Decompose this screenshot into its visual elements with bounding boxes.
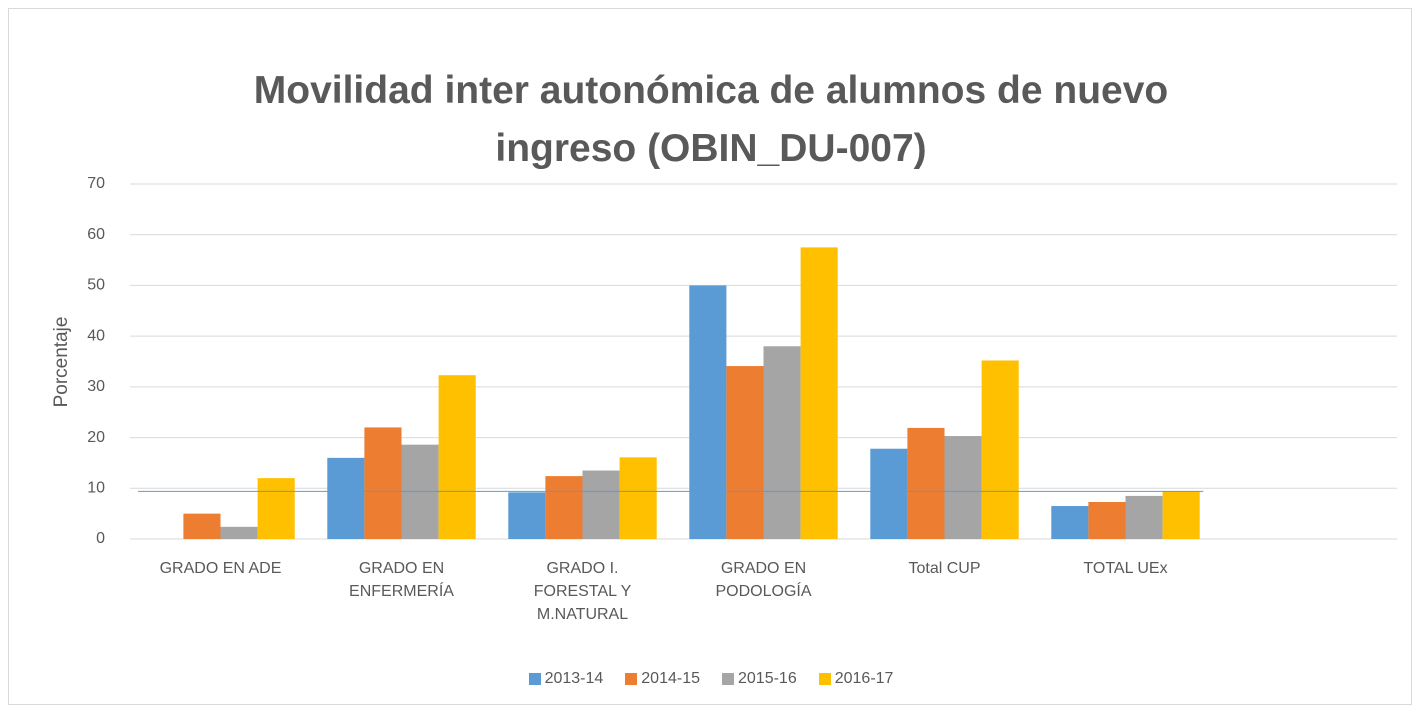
- legend-item: 2015-16: [722, 670, 797, 688]
- bar: [1125, 495, 1163, 539]
- bar: [1088, 501, 1126, 539]
- bar: [689, 285, 727, 539]
- bar: [1162, 491, 1200, 539]
- y-tick-label: 50: [87, 277, 105, 294]
- y-tick-label: 30: [87, 378, 105, 395]
- x-tick-label: GRADO I. FORESTAL Y M.NATURAL: [533, 560, 632, 623]
- bar: [327, 457, 365, 539]
- bar: [220, 526, 258, 539]
- y-tick-label: 70: [87, 175, 105, 192]
- x-tick-label: GRADO EN ADE: [159, 560, 282, 577]
- bar: [870, 448, 908, 539]
- legend-swatch: [818, 673, 831, 685]
- y-tick-label: 0: [96, 530, 105, 547]
- bar: [944, 436, 982, 539]
- legend-label: 2014-15: [641, 670, 700, 687]
- legend-item: 2016-17: [818, 670, 894, 688]
- legend-item: 2014-15: [625, 670, 700, 688]
- legend-swatch: [722, 673, 734, 685]
- bar: [364, 427, 402, 539]
- x-tick-label: GRADO EN PODOLOGÍA: [715, 560, 812, 600]
- bar: [545, 476, 583, 539]
- bar: [981, 360, 1019, 539]
- y-tick-label: 10: [87, 480, 105, 497]
- y-tick-label: 40: [87, 327, 105, 344]
- x-tick-label: Total CUP: [908, 560, 981, 577]
- bar: [907, 427, 945, 539]
- legend-swatch: [625, 673, 638, 685]
- legend-label: 2016-17: [834, 670, 894, 687]
- x-tick-label: GRADO EN ENFERMERÍA: [349, 560, 454, 600]
- chart-frame: [8, 8, 1412, 705]
- legend-swatch: [528, 673, 541, 685]
- bar: [401, 444, 439, 539]
- bar: [800, 247, 838, 539]
- bar: [726, 366, 764, 539]
- y-tick-label: 20: [87, 429, 105, 446]
- x-tick-label: TOTAL UEx: [1083, 560, 1168, 577]
- bar: [183, 513, 221, 539]
- chart-title: Movilidad inter autonómica de alumnos de…: [253, 69, 1169, 170]
- bar: [1051, 506, 1089, 539]
- bar: [619, 457, 657, 539]
- bar: [508, 492, 546, 539]
- bar: [257, 478, 295, 539]
- bar: [438, 375, 476, 539]
- bar: [763, 346, 801, 539]
- legend-item: 2013-14: [528, 670, 604, 688]
- y-tick-label: 60: [87, 226, 105, 243]
- legend-label: 2015-16: [738, 670, 797, 687]
- y-axis-label: Porcentaje: [51, 317, 72, 408]
- legend-label: 2013-14: [544, 670, 604, 687]
- legend: 2013-14 2014-15 2015-16 2016-17: [0, 670, 1422, 688]
- bar: [582, 470, 620, 539]
